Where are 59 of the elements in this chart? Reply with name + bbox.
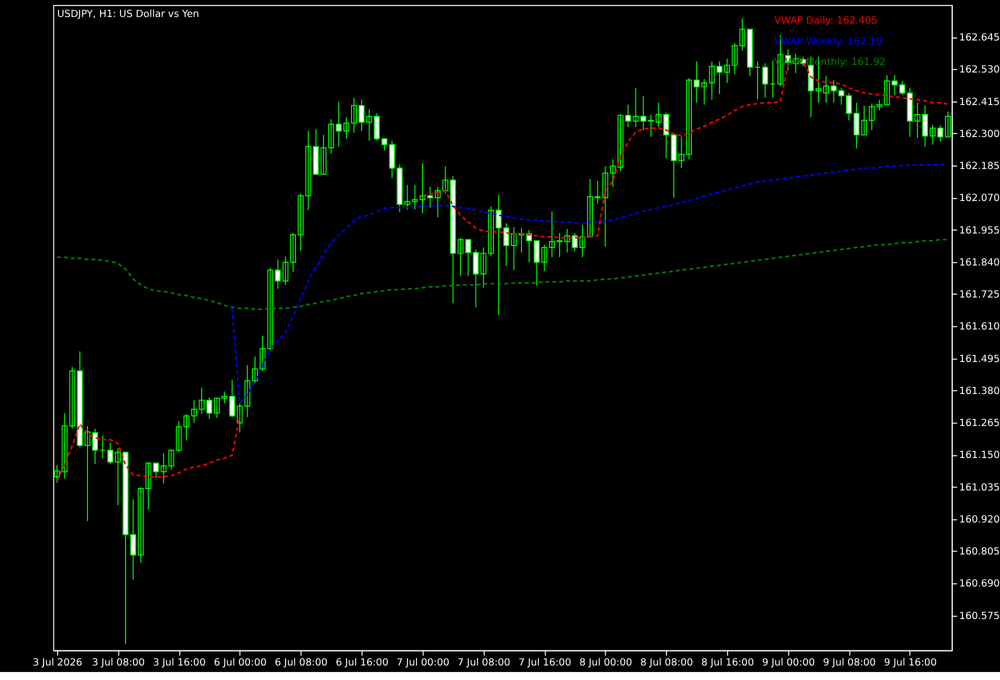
- line-series: [231, 163, 949, 404]
- x-tick-label: 7 Jul 08:00: [458, 658, 510, 669]
- candlestick: [701, 78, 708, 106]
- x-tick-label: 6 Jul 00:00: [214, 658, 267, 669]
- candlestick: [868, 103, 875, 131]
- y-tick-label: 161.840: [959, 257, 1000, 268]
- candlestick: [770, 60, 776, 98]
- y-tick-label: 160.920: [959, 514, 1000, 526]
- candlestick: [236, 402, 243, 434]
- text: VWAP Daily: 162.405: [774, 16, 878, 27]
- x-tick-label: 6 Jul 08:00: [274, 658, 328, 669]
- x-tick-label: 8 Jul 00:00: [579, 658, 632, 669]
- y-tick-label: 161.955: [959, 225, 1000, 236]
- candlestick: [168, 448, 174, 470]
- candlestick: [732, 42, 738, 75]
- candlestick: [336, 101, 342, 148]
- y-tick-label: 161.610: [959, 322, 1000, 333]
- candlestick: [100, 435, 106, 459]
- y-tick-label: 162.530: [959, 64, 1000, 76]
- candlestick: [762, 62, 768, 98]
- y-tick-label: 161.265: [959, 418, 1000, 430]
- y-tick-label: 160.805: [959, 546, 1000, 558]
- y-tick-label: 161.380: [959, 386, 1000, 397]
- y-tick-label: 162.645: [959, 32, 1000, 44]
- y-tick-label: 162.300: [959, 128, 1000, 140]
- candlestick: [404, 184, 410, 210]
- x-tick-label: 7 Jul 00:00: [396, 658, 450, 669]
- line-series: [56, 238, 949, 310]
- candlestick: [305, 130, 312, 211]
- candlestick: [534, 240, 540, 286]
- y-tick-label: 160.690: [959, 578, 1000, 590]
- x-tick-label: 3 Jul 16:00: [152, 658, 206, 669]
- y-tick-label: 162.415: [959, 96, 1000, 108]
- x-tick-label: 9 Jul 08:00: [823, 658, 876, 669]
- x-tick-label: 9 Jul 00:00: [762, 658, 815, 669]
- y-tick-label: 161.035: [959, 482, 1000, 494]
- x-tick-label: 3 Jul 2026: [32, 658, 82, 669]
- x-tick-label: 9 Jul 16:00: [884, 658, 937, 669]
- y-tick-label: 162.070: [959, 193, 1000, 204]
- candlestick: [602, 166, 608, 248]
- candlestick: [366, 108, 372, 142]
- candlestick: [899, 80, 906, 96]
- y-tick-label: 161.495: [959, 354, 1000, 365]
- candlestick: [632, 87, 639, 128]
- y-tick-label: 161.150: [959, 450, 1000, 462]
- chart-title: USDJPY, H1: US Dollar vs Yen: [57, 8, 200, 20]
- candlestick: [267, 268, 274, 352]
- x-tick-label: 8 Jul 08:00: [640, 658, 694, 669]
- y-tick-label: 161.725: [959, 290, 1000, 301]
- candlestick: [754, 60, 761, 100]
- x-tick-label: 3 Jul 08:00: [92, 658, 145, 669]
- candlestick: [434, 186, 441, 218]
- x-tick-label: 6 Jul 16:00: [336, 658, 388, 669]
- candlestick: [138, 486, 144, 564]
- x-tick-label: 8 Jul 16:00: [701, 658, 754, 669]
- y-tick-label: 160.575: [959, 610, 1000, 622]
- x-tick-label: 7 Jul 16:00: [518, 658, 572, 669]
- candlestick: [69, 366, 76, 430]
- y-tick-label: 162.185: [959, 161, 1000, 172]
